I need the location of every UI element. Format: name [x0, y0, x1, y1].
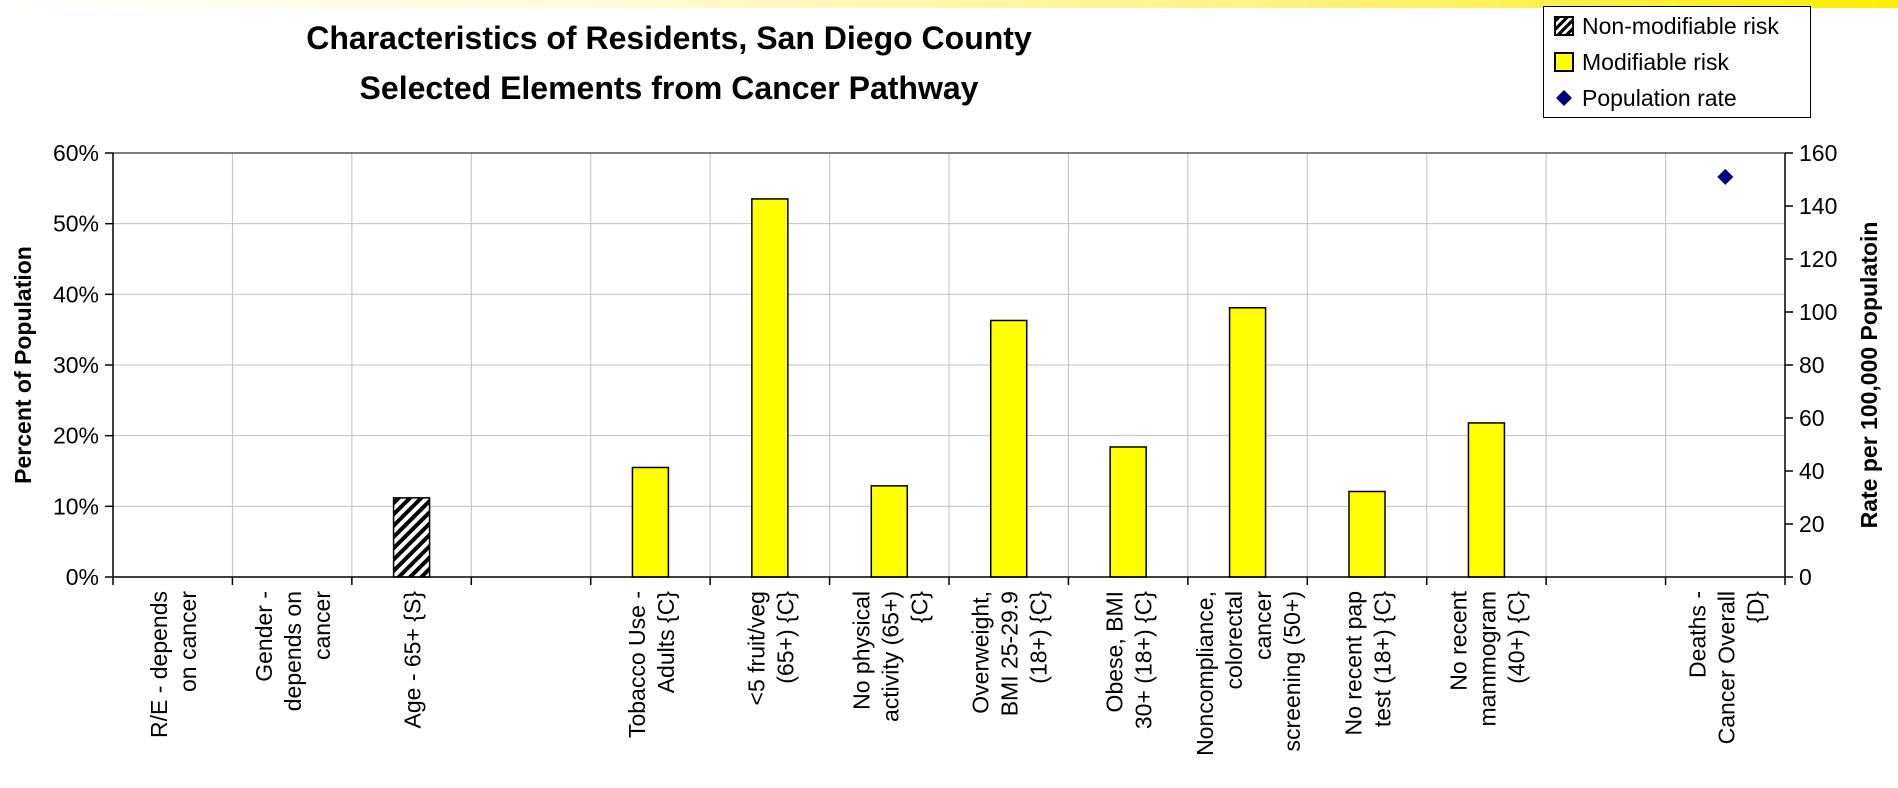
y-tick-label: 10%	[53, 493, 99, 519]
x-category-label: cancer	[1250, 591, 1276, 660]
x-category-label: No recent pap	[1341, 591, 1367, 735]
legend-item-non-modifiable: Non-modifiable risk	[1554, 11, 1779, 41]
x-category-label: screening (50+)	[1279, 591, 1305, 751]
chart-title: Characteristics of Residents, San Diego …	[306, 20, 1032, 56]
bar-modifiable	[1348, 490, 1386, 578]
y-axis-title: Percent of Population	[10, 246, 36, 484]
bar-modifiable	[631, 466, 670, 578]
bar-modifiable	[1228, 307, 1267, 578]
bar-modifiable	[989, 319, 1028, 578]
x-category-label: R/E - depends	[146, 591, 172, 738]
x-category-label: on cancer	[175, 591, 201, 692]
x-category-label: depends on	[280, 591, 306, 711]
x-category-label: No physical	[848, 591, 874, 710]
x-category-label: {D}	[1742, 591, 1768, 623]
legend-label: Modifiable risk	[1582, 48, 1729, 75]
diamond-icon	[1554, 88, 1574, 108]
x-category-label: Noncompliance,	[1192, 591, 1218, 756]
yellow-square-icon	[1554, 52, 1574, 72]
y2-tick-label: 60	[1799, 405, 1825, 431]
x-category-label: cancer	[309, 591, 335, 660]
y-tick-label: 30%	[53, 352, 99, 378]
x-category-label: colorectal	[1221, 591, 1247, 689]
legend-label: Population rate	[1582, 84, 1737, 111]
y-tick-label: 40%	[53, 281, 99, 307]
x-category-label: No recent	[1445, 590, 1471, 690]
bar-modifiable	[870, 485, 909, 578]
legend-item-population-rate: Population rate	[1554, 83, 1737, 113]
bar-modifiable	[1467, 422, 1506, 578]
y2-tick-label: 0	[1799, 564, 1812, 590]
y2-tick-label: 20	[1799, 511, 1825, 537]
x-category-label: Deaths -	[1684, 591, 1710, 678]
point-population-rate	[1717, 168, 1734, 185]
x-category-label: Gender -	[251, 591, 277, 682]
chart-legend: Non-modifiable risk Modifiable risk Popu…	[1543, 6, 1811, 118]
x-category-label: Cancer Overall	[1713, 591, 1739, 744]
y2-tick-label: 160	[1799, 140, 1837, 166]
legend-item-modifiable: Modifiable risk	[1554, 47, 1729, 77]
chart-subtitle: Selected Elements from Cancer Pathway	[359, 70, 979, 106]
y2-tick-label: 100	[1799, 299, 1837, 325]
x-category-label: mammogram	[1474, 591, 1500, 726]
bar-modifiable	[751, 198, 789, 578]
legend-label: Non-modifiable risk	[1582, 12, 1779, 39]
top-accent-bar	[0, 0, 1898, 8]
x-category-label: (65+) {C}	[772, 591, 798, 684]
x-category-label: Adults {C}	[653, 591, 679, 694]
hatched-square-icon	[1554, 16, 1574, 36]
x-category-label: activity (65+)	[877, 591, 903, 722]
y2-tick-label: 140	[1799, 193, 1837, 219]
x-category-label: Age - 65+ {S}	[400, 591, 426, 729]
x-category-label: test (18+) {C}	[1370, 591, 1396, 727]
x-category-label: <5 fruit/veg	[743, 591, 769, 705]
bar-non-modifiable	[392, 497, 431, 578]
x-category-label: Overweight,	[968, 591, 994, 714]
x-category-label: (18+) {C}	[1026, 591, 1052, 684]
y2-tick-label: 120	[1799, 246, 1837, 272]
x-category-label: Tobacco Use -	[624, 591, 650, 738]
bar-modifiable	[1109, 446, 1147, 578]
x-category-label: (40+) {C}	[1503, 591, 1529, 684]
x-category-label: Obese, BMI	[1102, 591, 1128, 712]
y2-tick-label: 80	[1799, 352, 1825, 378]
y-tick-label: 60%	[53, 140, 99, 166]
y-tick-label: 20%	[53, 423, 99, 449]
y2-tick-label: 40	[1799, 458, 1825, 484]
y-tick-label: 0%	[66, 564, 99, 590]
x-category-label: 30+ (18+) {C}	[1131, 591, 1157, 729]
x-category-label: {C}	[906, 591, 932, 623]
x-category-label: BMI 25-29.9	[997, 591, 1023, 716]
y2-axis-title: Rate per 100,000 Populatoin	[1856, 222, 1882, 529]
y-tick-label: 50%	[53, 211, 99, 237]
